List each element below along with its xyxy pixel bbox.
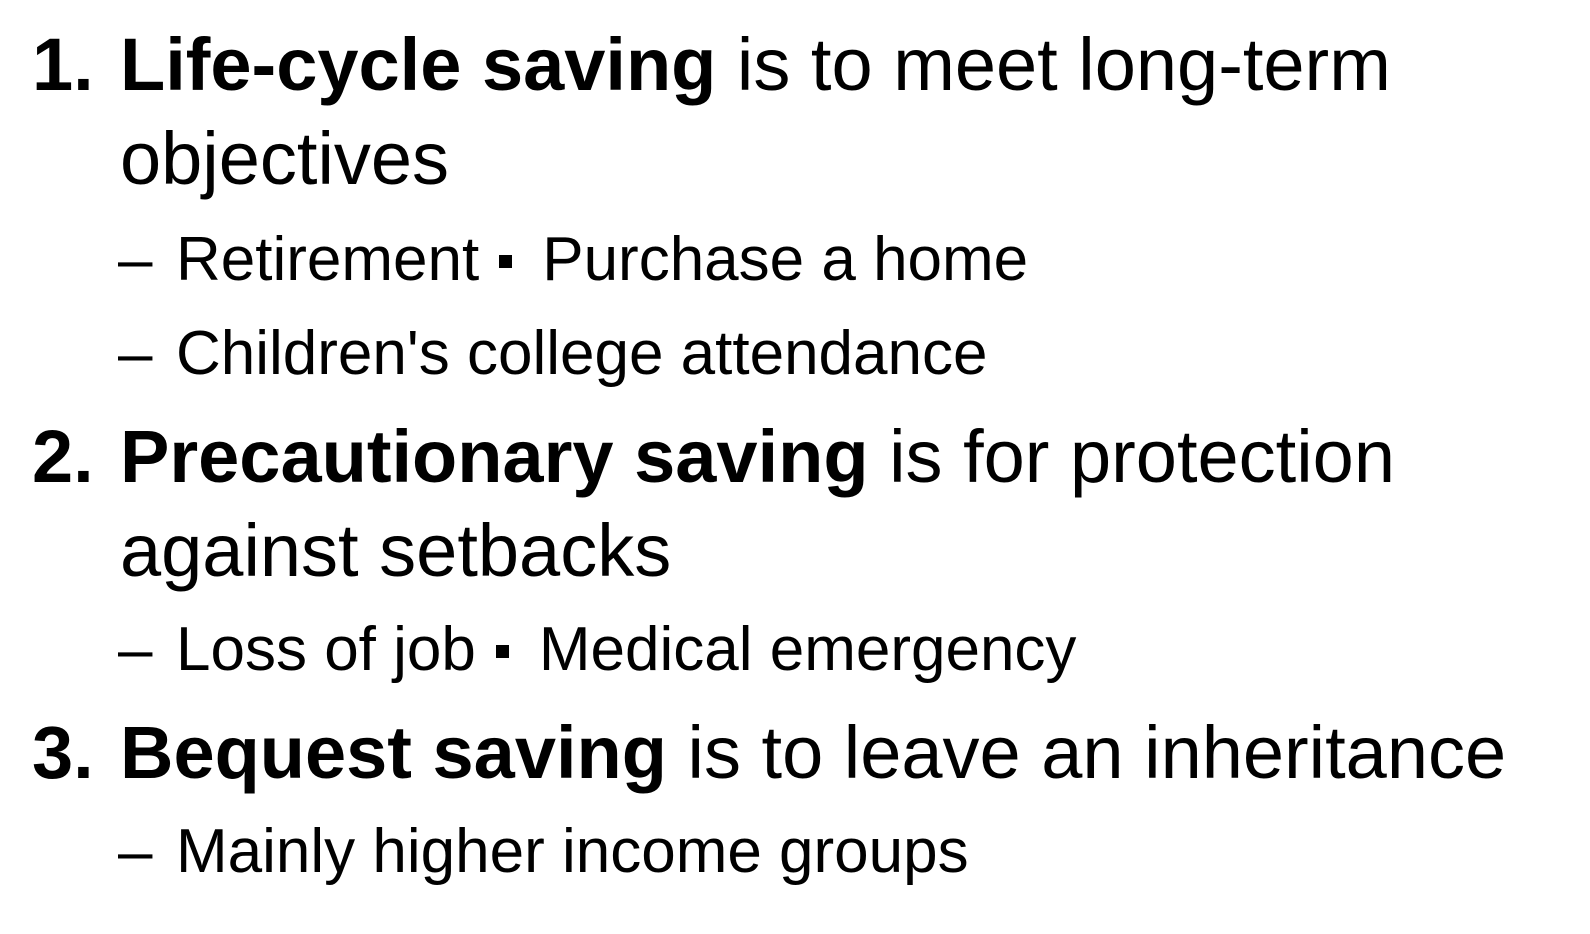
sub-item-text: Children's college attendance [176,314,987,394]
item-term: Life-cycle saving [120,23,716,106]
dash-bullet: – [118,314,152,394]
sub-item-part: Loss of job [176,615,476,684]
item-number: 1. [32,18,94,112]
item-description-continued: against setbacks [120,504,671,598]
dash-bullet: – [118,812,152,892]
dash-bullet: – [118,220,152,300]
item-description: is to leave an inheritance [667,711,1506,794]
item-description-continued: objectives [120,112,449,206]
square-bullet-icon [499,255,512,268]
sub-item-text: Retirement Purchase a home [176,220,1028,300]
item-text: Life-cycle saving is to meet long-term [120,18,1391,112]
item-term: Precautionary saving [120,415,869,498]
item-text: Bequest saving is to leave an inheritanc… [120,706,1506,800]
item-number: 3. [32,706,94,800]
sub-item-part: Medical emergency [539,615,1077,684]
sub-item-part: Retirement [176,225,479,294]
sub-item-part: Purchase a home [542,225,1028,294]
item-description: is for protection [869,415,1395,498]
sub-item-text: Loss of job Medical emergency [176,610,1076,690]
sub-item-text: Mainly higher income groups [176,812,969,892]
item-number: 2. [32,410,94,504]
item-description: is to meet long-term [716,23,1390,106]
item-term: Bequest saving [120,711,667,794]
dash-bullet: – [118,610,152,690]
item-text: Precautionary saving is for protection [120,410,1395,504]
square-bullet-icon [496,645,509,658]
